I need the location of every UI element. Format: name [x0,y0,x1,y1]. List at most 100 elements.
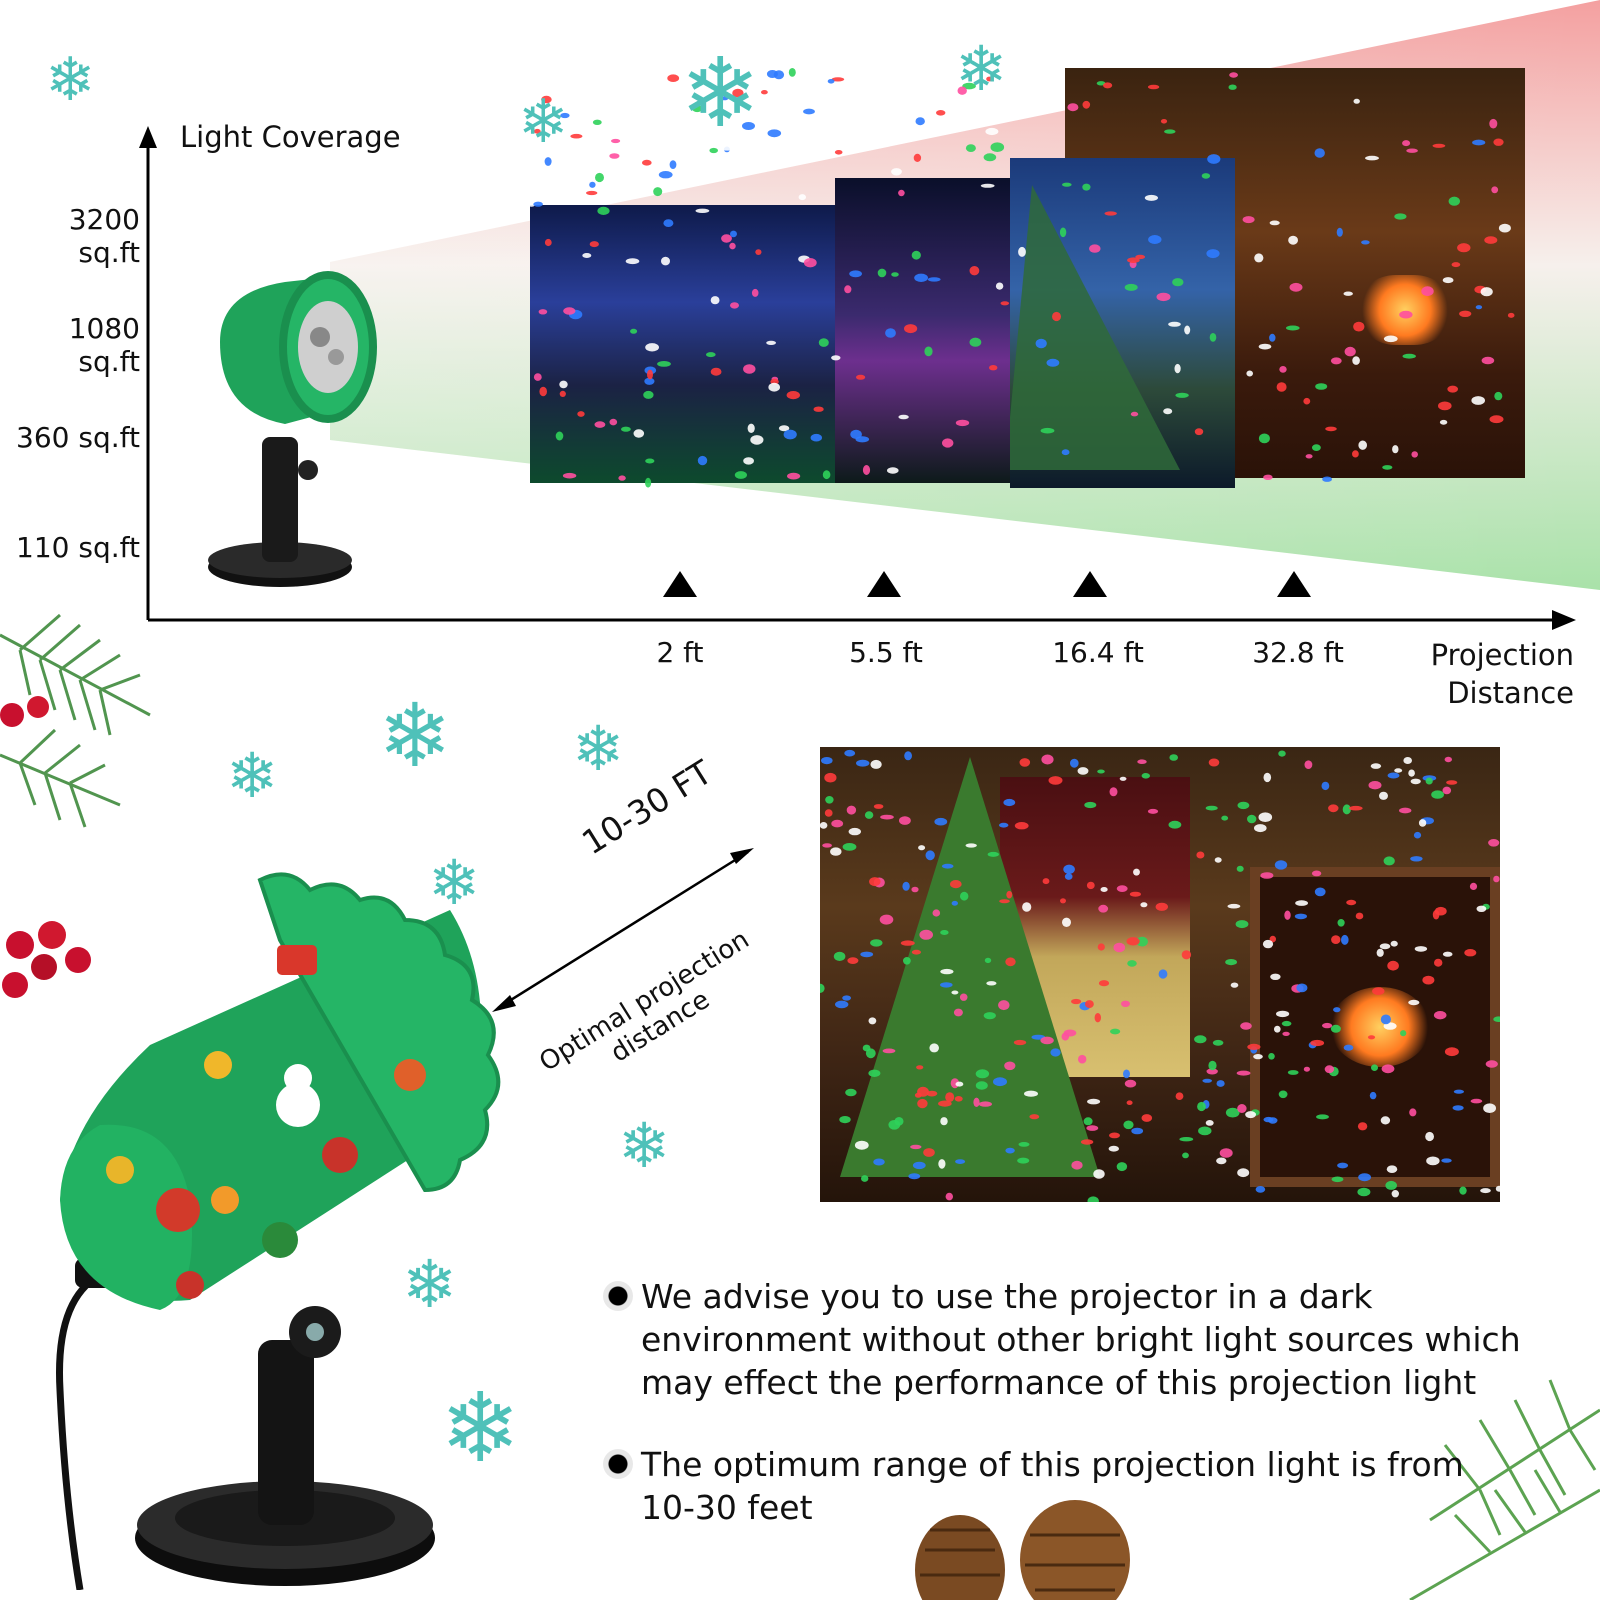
light-dot [533,128,541,134]
snowflake-icon: ❄ [680,37,761,149]
light-dot [926,1090,938,1097]
light-dot [955,1081,964,1087]
light-dot [873,1158,885,1166]
x-axis-label-line2: Distance [1447,676,1574,710]
light-dot [1061,449,1070,456]
distance-marker [867,571,901,597]
light-dot [1349,805,1363,811]
light-dot [1155,902,1168,911]
light-dot [1169,754,1178,761]
light-dot [1046,358,1060,367]
light-dot [721,234,732,243]
light-dot [960,891,969,901]
light-dot [1254,824,1267,833]
light-dot [999,899,1010,904]
snowflake-icon: ❄ [518,87,569,157]
light-dot [821,757,833,765]
double-arrow-icon [492,848,754,1012]
light-dot [1331,1176,1344,1183]
light-dot [1493,138,1504,146]
light-dot [1484,236,1498,244]
light-dot [903,957,911,965]
light-dot [709,147,718,154]
light-dot [658,171,673,179]
light-dot [1050,1048,1061,1057]
light-dot [1365,155,1379,161]
light-dot [1330,1024,1341,1033]
light-dot [820,983,825,993]
light-dot [1062,182,1072,187]
light-dot [938,1100,952,1107]
pine-cones [915,1500,1130,1600]
light-dot [1083,1117,1093,1126]
light-dot [1127,960,1137,967]
light-dot [1493,875,1500,883]
light-dot [1024,1090,1038,1097]
light-dot [1481,356,1495,365]
fireplace-glow [1360,275,1450,345]
light-dot [1003,798,1016,807]
light-dot [1086,881,1095,890]
light-dot [1237,1104,1247,1113]
light-dot [533,373,542,381]
light-dot [597,206,610,215]
light-dot [1225,959,1237,966]
snowflake-icon: ❄ [45,45,96,115]
light-dot [1372,987,1385,995]
light-dot [1201,173,1211,179]
light-dot [743,364,756,374]
light-dot [1358,1173,1371,1182]
light-dot [1116,1162,1128,1172]
light-dot [951,900,958,906]
light-dot [877,268,887,278]
light-dot [951,990,959,995]
light-dot [917,1086,929,1097]
light-dot [1451,262,1461,268]
light-dot [645,343,659,352]
light-dot [917,1098,928,1109]
light-dot [1236,1070,1251,1076]
tree-shape [840,757,1100,1177]
light-dot [1431,790,1444,799]
light-dot [932,909,941,917]
light-dot [1284,910,1291,920]
light-dot [953,1008,963,1017]
light-dot [864,811,874,819]
y-axis-label: Light Coverage [180,120,401,154]
light-dot [1014,822,1029,830]
light-dot [1135,254,1146,260]
light-dot [934,817,948,826]
light-dot [1391,1190,1399,1198]
note-item: The optimum range of this projection lig… [603,1443,1483,1529]
light-dot [611,138,621,144]
light-dot [898,414,909,420]
light-dot [1471,396,1485,405]
light-dot [1367,1035,1376,1040]
light-dot [1041,754,1054,765]
light-dot [1358,440,1367,450]
light-dot [924,346,933,357]
light-dot [729,242,736,250]
light-dot [833,951,846,961]
light-dot [589,241,599,248]
light-dot [609,153,620,159]
light-dot [1005,957,1016,967]
light-dot [1216,1080,1225,1087]
light-dot [1447,385,1458,393]
light-dot [842,843,857,851]
light-dot [1341,934,1349,945]
light-dot [1444,756,1452,763]
light-dot [1042,878,1050,885]
light-dot [914,273,928,282]
x-tick-label: 5.5 ft [849,636,923,669]
light-dot [1303,1066,1310,1072]
light-dot [1414,946,1428,952]
light-dot [1352,450,1359,458]
light-dot [1495,1185,1500,1192]
light-dot [987,851,999,857]
light-dot [663,219,674,228]
light-dot [1110,1028,1121,1035]
light-dot [1060,898,1066,904]
light-dot [1144,194,1158,201]
light-dot [1441,1158,1452,1163]
